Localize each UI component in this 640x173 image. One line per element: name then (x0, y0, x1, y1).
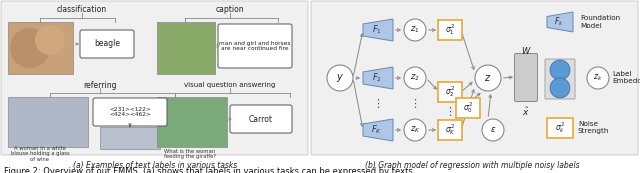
Circle shape (404, 19, 426, 41)
FancyBboxPatch shape (157, 22, 215, 74)
FancyBboxPatch shape (100, 127, 160, 149)
Text: $\epsilon$: $\epsilon$ (490, 125, 496, 134)
Text: $F_K$: $F_K$ (371, 124, 383, 136)
Text: $z_K$: $z_K$ (410, 125, 420, 135)
Circle shape (587, 67, 609, 89)
Text: Carrot: Carrot (249, 115, 273, 124)
Circle shape (550, 60, 570, 80)
Text: $F_2$: $F_2$ (372, 72, 382, 84)
Text: beagle: beagle (94, 39, 120, 48)
Text: A woman in a white
blouse holding a glass
of wine: A woman in a white blouse holding a glas… (11, 146, 69, 162)
Text: Noise
Strength: Noise Strength (578, 121, 609, 134)
Text: $z_2$: $z_2$ (410, 73, 420, 83)
Circle shape (35, 25, 65, 55)
Circle shape (550, 78, 570, 98)
FancyBboxPatch shape (80, 30, 134, 58)
Circle shape (10, 28, 50, 68)
Text: $z$: $z$ (484, 73, 492, 83)
Text: $y$: $y$ (336, 72, 344, 84)
FancyBboxPatch shape (8, 22, 73, 74)
Text: classification: classification (57, 6, 107, 15)
Text: ⋮: ⋮ (444, 107, 456, 117)
Text: caption: caption (216, 6, 244, 15)
FancyBboxPatch shape (515, 53, 538, 102)
Circle shape (404, 67, 426, 89)
Polygon shape (363, 67, 393, 89)
FancyBboxPatch shape (8, 97, 88, 147)
FancyBboxPatch shape (438, 120, 462, 140)
Text: $\sigma_k^2$: $\sigma_k^2$ (555, 121, 565, 135)
Text: <231><122>
<424><462>: <231><122> <424><462> (109, 107, 151, 117)
Text: Figure 2: Overview of our FMMS. (a) shows that labels in various tasks can be ex: Figure 2: Overview of our FMMS. (a) show… (4, 166, 413, 173)
FancyBboxPatch shape (230, 105, 292, 133)
Text: man and girl and horses
are near continued fire: man and girl and horses are near continu… (220, 41, 291, 51)
Text: $\sigma_0^2$: $\sigma_0^2$ (463, 101, 473, 115)
Circle shape (475, 65, 501, 91)
Text: visual question answering: visual question answering (184, 82, 276, 88)
FancyBboxPatch shape (311, 1, 638, 155)
Text: $z_k$: $z_k$ (593, 73, 603, 83)
Circle shape (482, 119, 504, 141)
Polygon shape (363, 19, 393, 41)
FancyBboxPatch shape (438, 82, 462, 102)
FancyBboxPatch shape (218, 24, 292, 68)
Text: $z_1$: $z_1$ (410, 25, 420, 35)
Text: $\sigma_2^2$: $\sigma_2^2$ (445, 85, 455, 99)
FancyBboxPatch shape (1, 1, 308, 155)
Text: $W$: $W$ (521, 44, 531, 56)
FancyBboxPatch shape (438, 20, 462, 40)
Text: $\hat{x}$: $\hat{x}$ (522, 106, 530, 118)
Circle shape (327, 65, 353, 91)
Text: $\sigma_1^2$: $\sigma_1^2$ (445, 22, 455, 37)
Text: Label
Embedding: Label Embedding (612, 71, 640, 84)
Text: referring: referring (83, 80, 116, 89)
Circle shape (404, 119, 426, 141)
Text: $F_k$: $F_k$ (554, 16, 564, 28)
Polygon shape (547, 12, 573, 32)
Text: ⋮: ⋮ (410, 99, 420, 109)
Text: What is the woman
feeding the giraffe?: What is the woman feeding the giraffe? (164, 149, 216, 159)
FancyBboxPatch shape (456, 98, 480, 118)
Text: ⋮: ⋮ (372, 99, 383, 109)
Text: $\sigma_K^2$: $\sigma_K^2$ (445, 122, 455, 138)
Polygon shape (363, 119, 393, 141)
FancyBboxPatch shape (93, 98, 167, 126)
FancyBboxPatch shape (157, 97, 227, 147)
Text: $F_1$: $F_1$ (372, 24, 382, 36)
Text: Foundation
Model: Foundation Model (580, 16, 620, 29)
Text: (a) Examples of text labels in various tasks: (a) Examples of text labels in various t… (73, 162, 237, 171)
Text: (b) Graph model of regression with multiple noisy labels: (b) Graph model of regression with multi… (365, 162, 579, 171)
FancyBboxPatch shape (545, 59, 575, 99)
FancyBboxPatch shape (547, 118, 573, 138)
